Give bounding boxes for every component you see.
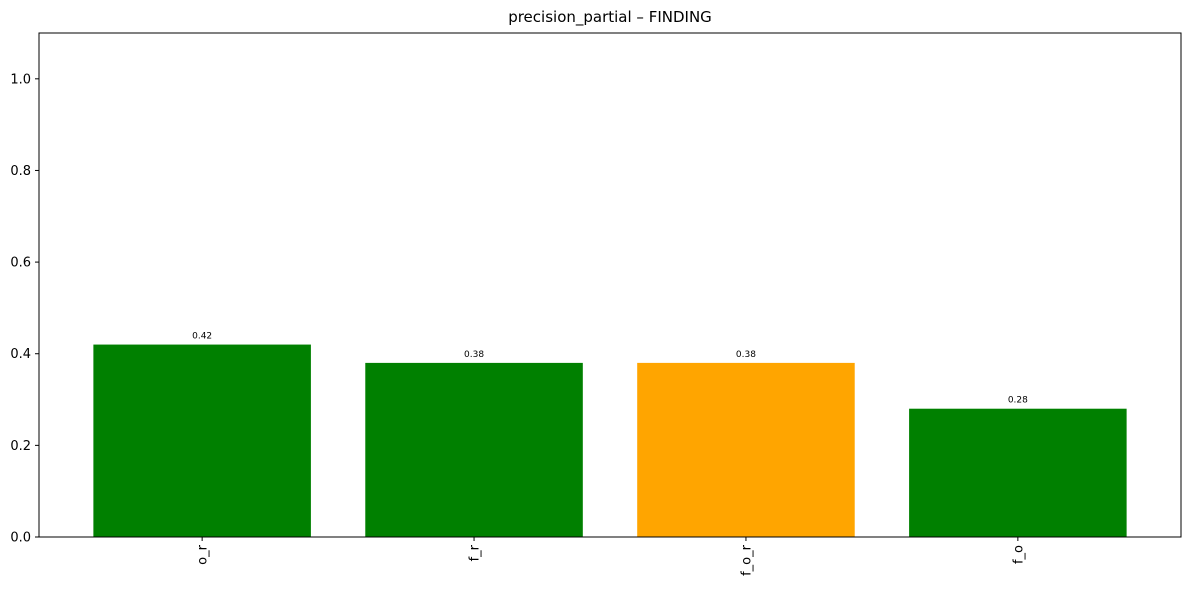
x-tick-label: f_o_r	[739, 544, 754, 576]
plot-area-frame	[38, 32, 1182, 538]
x-tick-label: f_o	[1011, 545, 1026, 564]
bar-value-label: 0.38	[736, 350, 756, 360]
bar-value-label: 0.42	[192, 332, 212, 342]
x-tick-label: f_r	[468, 544, 483, 561]
y-tick-label: 0.0	[10, 531, 31, 546]
bar-series	[93, 344, 1127, 537]
bar-f-o	[909, 408, 1127, 537]
y-axis: 0.0 0.2 0.4 0.6 0.8 1.0	[10, 72, 39, 546]
y-tick-label: 0.6	[10, 256, 31, 271]
data-labels: 0.42 0.38 0.38 0.28	[192, 332, 1028, 406]
x-axis: o_r f_r f_o_r f_o	[196, 537, 1026, 576]
x-tick-label: o_r	[196, 544, 211, 564]
bar-f-o-r	[637, 362, 855, 537]
bar-o-r	[93, 344, 311, 537]
y-tick-label: 0.8	[10, 164, 31, 179]
y-tick-label: 0.4	[10, 347, 31, 362]
bar-value-label: 0.38	[464, 350, 484, 360]
y-tick-label: 1.0	[10, 72, 31, 87]
bar-f-r	[365, 362, 583, 537]
bar-value-label: 0.28	[1008, 396, 1028, 406]
y-tick-label: 0.2	[10, 439, 31, 454]
chart-title: precision_partial – FINDING	[508, 8, 712, 27]
